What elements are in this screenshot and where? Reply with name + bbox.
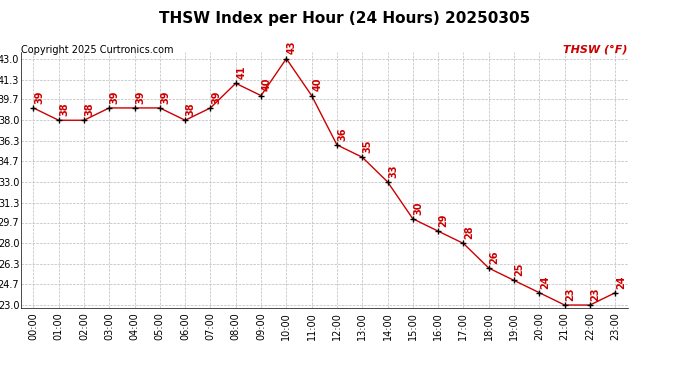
Text: 23: 23 <box>591 287 600 301</box>
Text: 23: 23 <box>565 287 575 301</box>
Text: 33: 33 <box>388 164 398 178</box>
Text: 24: 24 <box>615 275 626 288</box>
Text: 39: 39 <box>160 90 170 104</box>
Text: Copyright 2025 Curtronics.com: Copyright 2025 Curtronics.com <box>21 45 173 55</box>
Text: 38: 38 <box>84 102 95 116</box>
Text: THSW (°F): THSW (°F) <box>564 45 628 55</box>
Text: 39: 39 <box>110 90 120 104</box>
Text: 35: 35 <box>363 140 373 153</box>
Text: THSW Index per Hour (24 Hours) 20250305: THSW Index per Hour (24 Hours) 20250305 <box>159 11 531 26</box>
Text: 39: 39 <box>34 90 44 104</box>
Text: 28: 28 <box>464 226 474 239</box>
Text: 38: 38 <box>59 102 69 116</box>
Text: 25: 25 <box>515 263 524 276</box>
Text: 39: 39 <box>211 90 221 104</box>
Text: 39: 39 <box>135 90 145 104</box>
Text: 36: 36 <box>337 127 348 141</box>
Text: 24: 24 <box>540 275 550 288</box>
Text: 29: 29 <box>439 213 449 227</box>
Text: 30: 30 <box>413 201 424 214</box>
Text: 40: 40 <box>312 78 322 92</box>
Text: 43: 43 <box>287 41 297 54</box>
Text: 41: 41 <box>236 66 246 79</box>
Text: 26: 26 <box>489 251 500 264</box>
Text: 40: 40 <box>262 78 272 92</box>
Text: 38: 38 <box>186 102 196 116</box>
